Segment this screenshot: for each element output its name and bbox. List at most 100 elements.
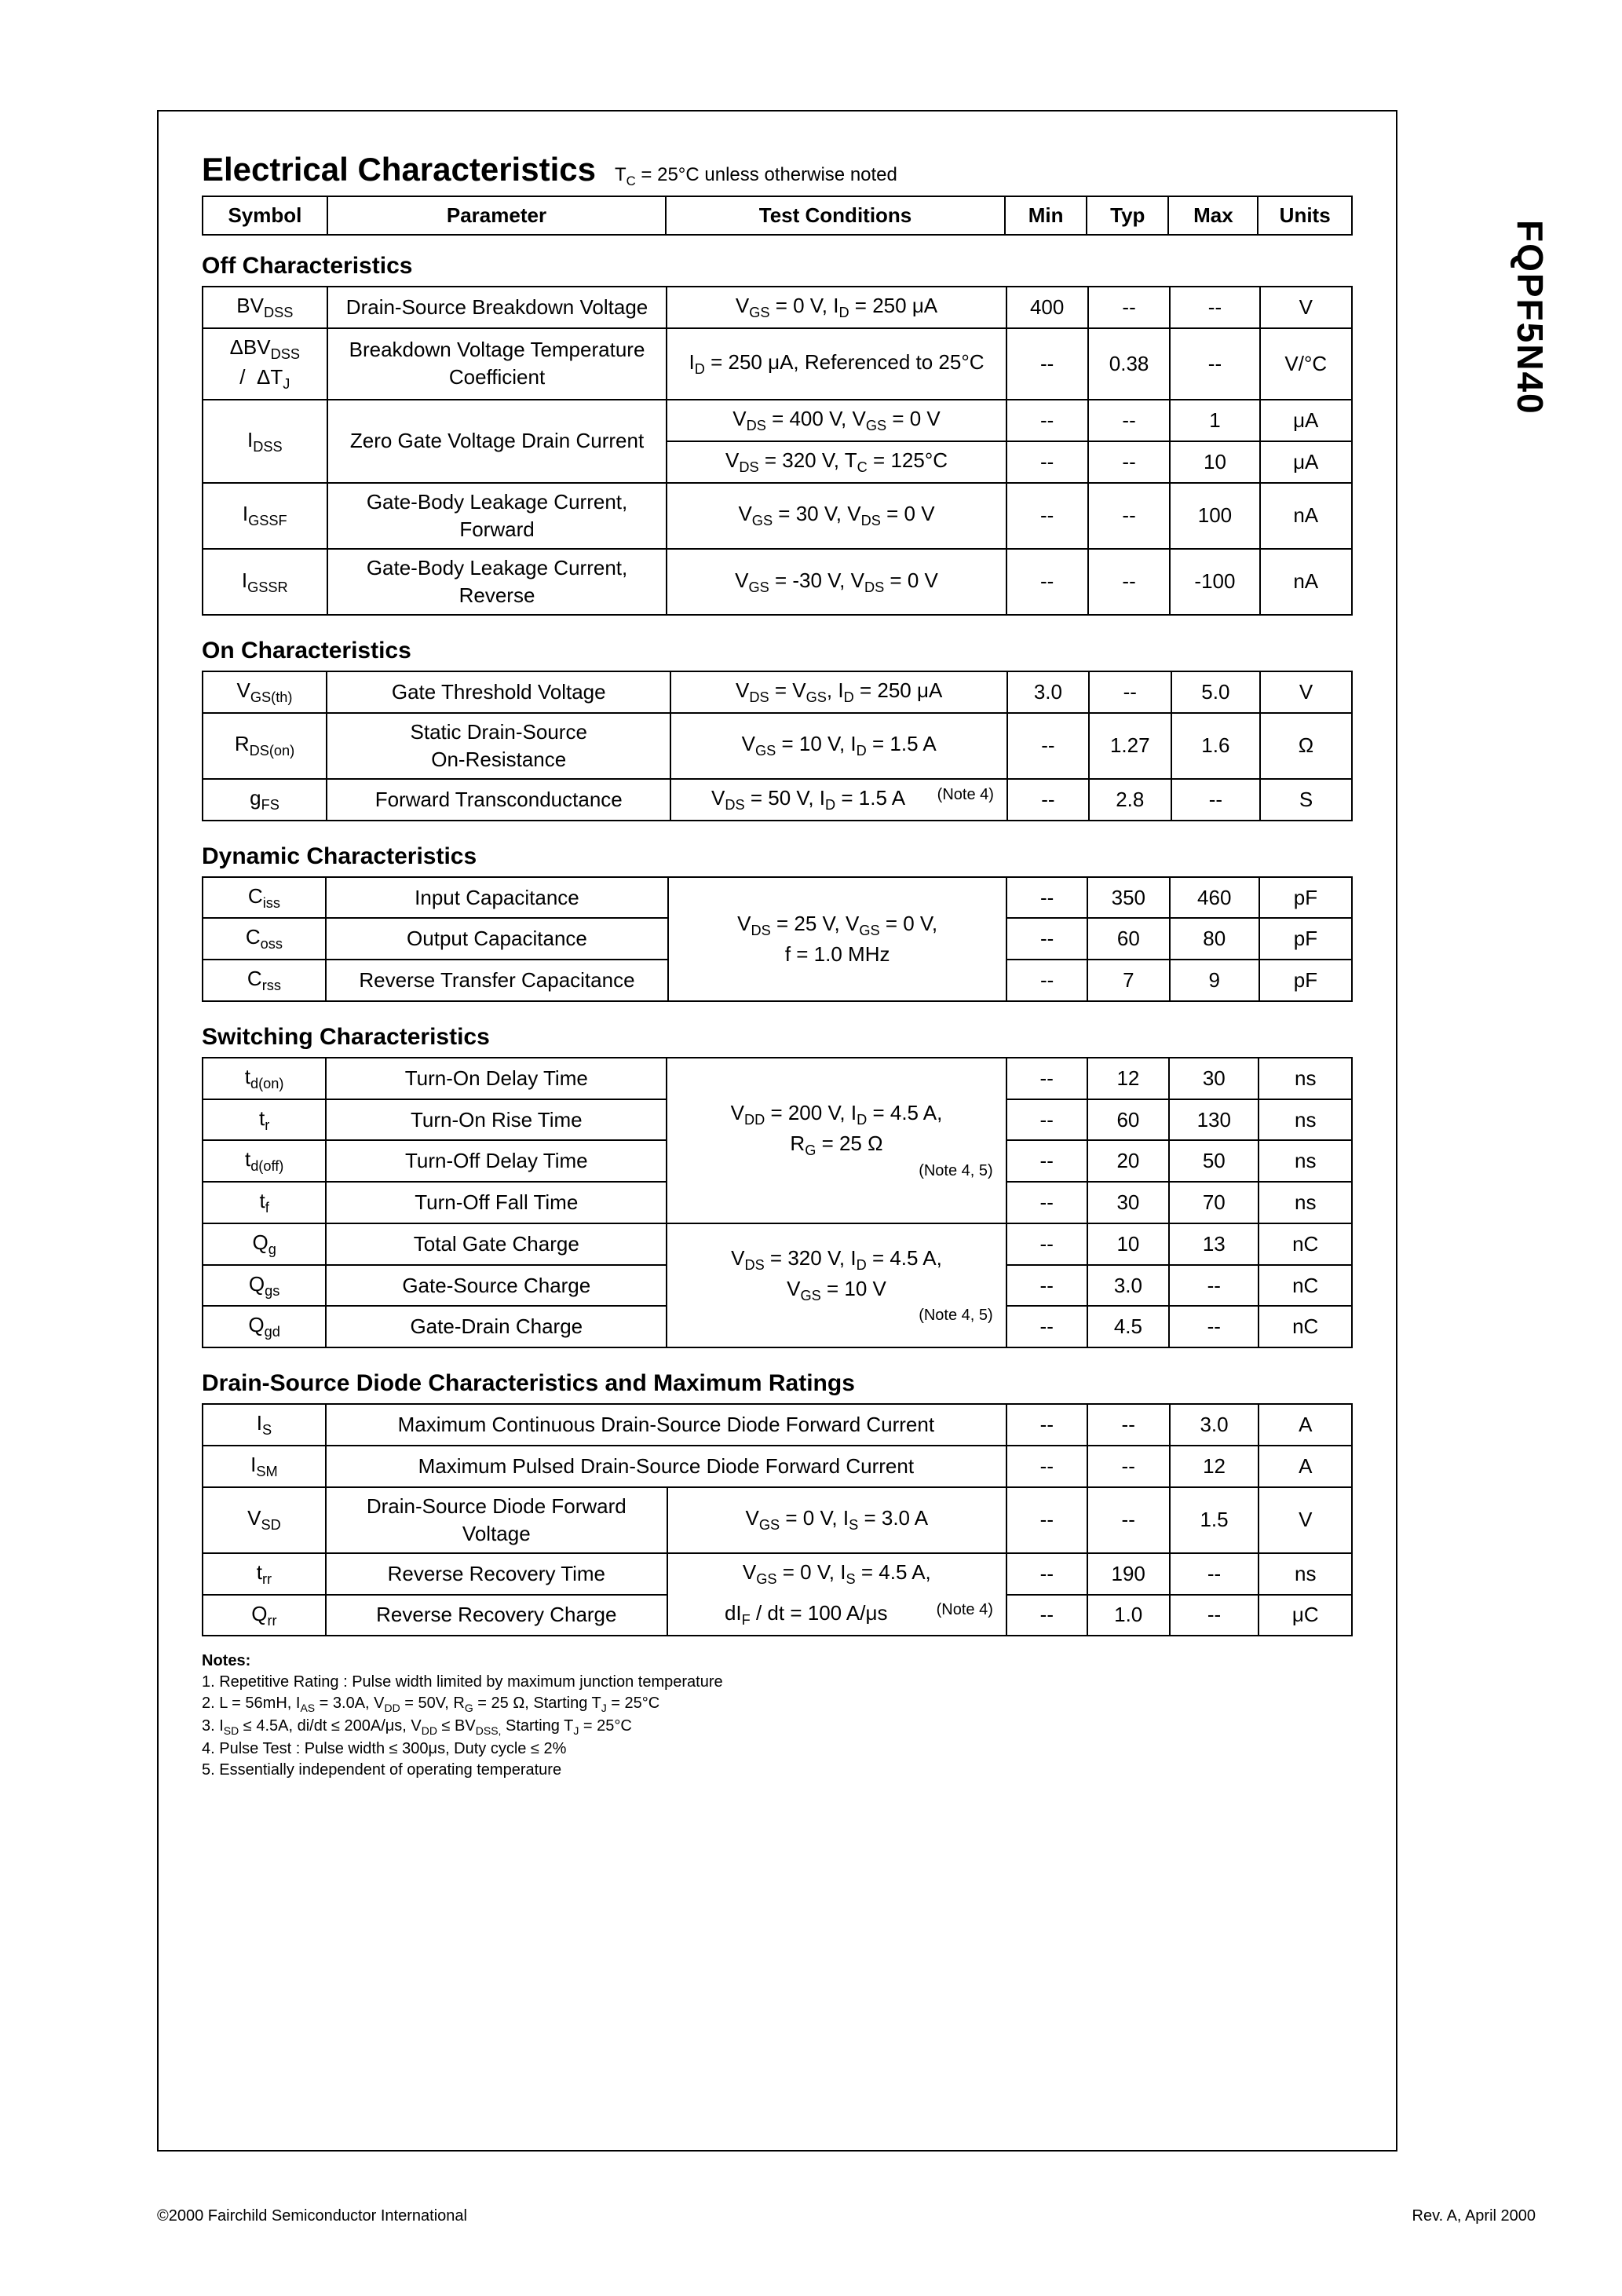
typ: -- (1089, 671, 1171, 713)
row-trr: trr Reverse Recovery Time VGS = 0 V, IS … (203, 1553, 1352, 1595)
units: nA (1260, 549, 1353, 615)
min: -- (1006, 1140, 1087, 1182)
note-3: 3. ISD ≤ 4.5A, di/dt ≤ 200A/μs, VDD ≤ BV… (202, 1716, 1353, 1738)
title-row: Electrical Characteristics TC = 25°C unl… (202, 151, 1353, 189)
typ: 3.0 (1087, 1265, 1169, 1307)
sym: IGSSR (203, 549, 327, 615)
min: -- (1006, 1487, 1087, 1553)
note-5: 5. Essentially independent of operating … (202, 1760, 1353, 1781)
section-dsd-title: Drain-Source Diode Characteristics and M… (202, 1370, 1353, 1397)
hdr-cond: Test Conditions (666, 196, 1005, 235)
param: Turn-On Rise Time (326, 1099, 667, 1141)
footer-right: Rev. A, April 2000 (1412, 2207, 1536, 2225)
note-1: 1. Repetitive Rating : Pulse width limit… (202, 1672, 1353, 1693)
min: -- (1006, 1058, 1087, 1099)
max: -- (1169, 1306, 1259, 1347)
sym: IGSSF (203, 483, 327, 549)
datasheet-page: FQPF5N40 Electrical Characteristics TC =… (0, 0, 1622, 2296)
cond: VDS = 50 V, ID = 1.5 A(Note 4) (670, 779, 1007, 821)
param: Gate-Body Leakage Current, Reverse (327, 549, 667, 615)
param: Output Capacitance (326, 918, 668, 960)
sym: ISM (203, 1446, 326, 1487)
param: Zero Gate Voltage Drain Current (327, 400, 667, 483)
header-table: Symbol Parameter Test Conditions Min Typ… (202, 196, 1353, 236)
max: 30 (1169, 1058, 1259, 1099)
max: 1.5 (1170, 1487, 1259, 1553)
units: V/°C (1260, 328, 1353, 400)
param: Drain-Source Breakdown Voltage (327, 287, 667, 328)
max: 3.0 (1170, 1404, 1259, 1446)
min: -- (1006, 1182, 1087, 1223)
units: nC (1259, 1265, 1352, 1307)
typ: -- (1087, 1404, 1170, 1446)
units: nC (1259, 1223, 1352, 1265)
param: Total Gate Charge (326, 1223, 667, 1265)
max: -- (1171, 779, 1260, 821)
typ: -- (1088, 441, 1171, 483)
part-number-vertical: FQPF5N40 (1509, 220, 1551, 415)
cond: VDD = 200 V, ID = 4.5 A,RG = 25 Ω(Note 4… (667, 1058, 1006, 1223)
param: Turn-Off Delay Time (326, 1140, 667, 1182)
cond: VDS = 25 V, VGS = 0 V,f = 1.0 MHz (668, 877, 1006, 1001)
param: Turn-Off Fall Time (326, 1182, 667, 1223)
typ: 7 (1087, 960, 1170, 1001)
typ: 10 (1087, 1223, 1169, 1265)
table-off: BVDSS Drain-Source Breakdown Voltage VGS… (202, 286, 1353, 616)
units: pF (1259, 918, 1352, 960)
units: nC (1259, 1306, 1352, 1347)
typ: 190 (1087, 1553, 1170, 1595)
table-sw: td(on) Turn-On Delay Time VDD = 200 V, I… (202, 1057, 1353, 1348)
row-igssr: IGSSR Gate-Body Leakage Current, Reverse… (203, 549, 1352, 615)
min: -- (1006, 549, 1088, 615)
min: -- (1006, 483, 1088, 549)
footer-left: ©2000 Fairchild Semiconductor Internatio… (157, 2207, 467, 2225)
sym: IDSS (203, 400, 327, 483)
typ: 2.8 (1089, 779, 1171, 821)
note-ref: (Note 4, 5) (919, 1161, 992, 1182)
row-qg: Qg Total Gate Charge VDS = 320 V, ID = 4… (203, 1223, 1352, 1265)
sym: IS (203, 1404, 326, 1446)
param: Gate Threshold Voltage (327, 671, 670, 713)
cond: ID = 250 μA, Referenced to 25°C (667, 328, 1006, 400)
param: Reverse Recovery Charge (326, 1595, 667, 1636)
min: -- (1006, 441, 1088, 483)
hdr-param: Parameter (327, 196, 666, 235)
table-dsd: IS Maximum Continuous Drain-Source Diode… (202, 1403, 1353, 1636)
typ: 1.27 (1089, 713, 1171, 779)
min: 3.0 (1007, 671, 1089, 713)
row-vgsth: VGS(th) Gate Threshold Voltage VDS = VGS… (203, 671, 1352, 713)
typ: -- (1088, 483, 1171, 549)
sym: BVDSS (203, 287, 327, 328)
cond: VGS = 0 V, IS = 3.0 A (667, 1487, 1006, 1553)
min: -- (1006, 960, 1087, 1001)
header-row: Symbol Parameter Test Conditions Min Typ… (203, 196, 1352, 235)
max: 50 (1169, 1140, 1259, 1182)
param: Reverse Recovery Time (326, 1553, 667, 1595)
content-frame: Electrical Characteristics TC = 25°C unl… (157, 110, 1397, 2152)
cond: dIF / dt = 100 A/μs(Note 4) (667, 1595, 1006, 1636)
units: ns (1259, 1182, 1352, 1223)
min: -- (1006, 1306, 1087, 1347)
min: -- (1006, 918, 1087, 960)
row-vsd: VSD Drain-Source Diode Forward Voltage V… (203, 1487, 1352, 1553)
min: -- (1006, 1446, 1087, 1487)
note-ref: (Note 4) (937, 1600, 993, 1621)
sym: Qgs (203, 1265, 326, 1307)
note-ref: (Note 4) (937, 784, 994, 806)
typ: -- (1088, 287, 1171, 328)
typ: 12 (1087, 1058, 1169, 1099)
min: 400 (1006, 287, 1088, 328)
sym: Qg (203, 1223, 326, 1265)
sym: trr (203, 1553, 326, 1595)
min: -- (1006, 1553, 1087, 1595)
hdr-max: Max (1168, 196, 1258, 235)
cond: VGS = 10 V, ID = 1.5 A (670, 713, 1007, 779)
units: A (1259, 1404, 1352, 1446)
units: μC (1259, 1595, 1352, 1636)
sym: VSD (203, 1487, 326, 1553)
max: -- (1170, 1553, 1259, 1595)
typ: 60 (1087, 1099, 1169, 1141)
section-on-title: On Characteristics (202, 638, 1353, 664)
max: 12 (1170, 1446, 1259, 1487)
min: -- (1006, 328, 1088, 400)
